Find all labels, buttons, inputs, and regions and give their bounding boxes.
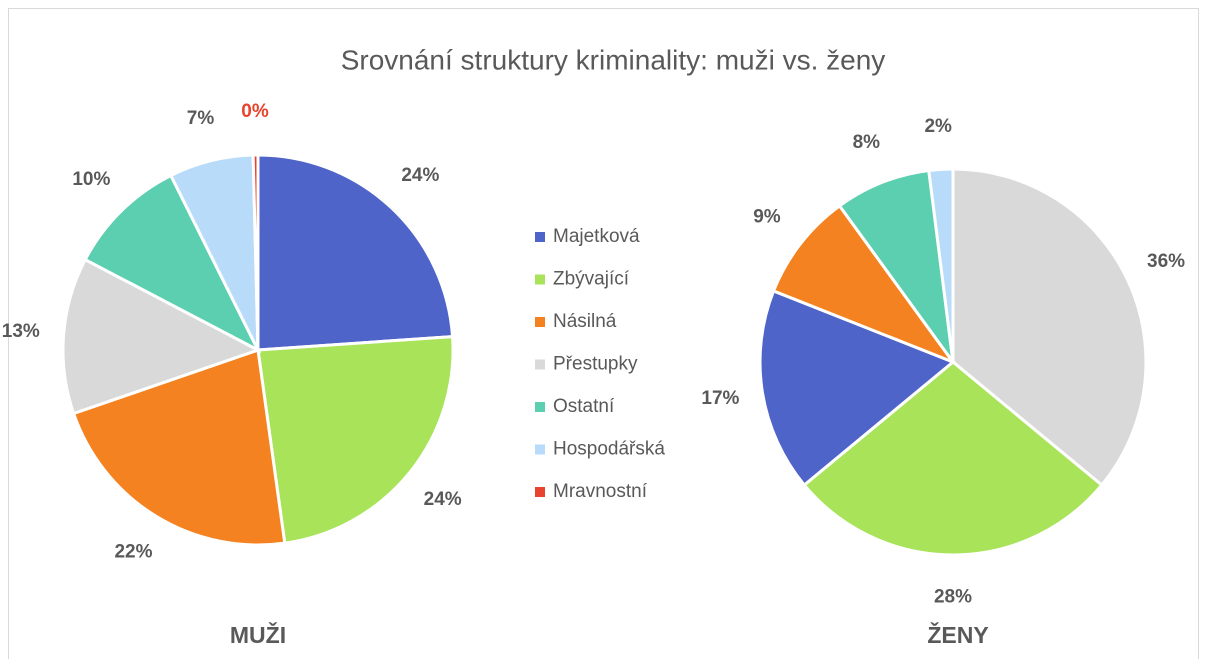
value-label: 17% [701, 388, 739, 409]
pie-slice [951, 167, 1148, 488]
legend-label: Hospodářská [553, 439, 665, 460]
legend-label: Majetková [553, 226, 640, 247]
value-label: 36% [1147, 251, 1185, 272]
pie-slice [251, 153, 260, 351]
legend-swatch [535, 232, 545, 242]
pie-slice [771, 203, 958, 366]
value-label: 2% [924, 116, 952, 137]
legend-swatch [535, 487, 545, 497]
pie-slice [837, 168, 955, 363]
legend-label: Zbývající [553, 269, 630, 290]
value-label: 28% [934, 586, 972, 607]
value-label: 10% [72, 169, 110, 190]
value-label: 13% [2, 321, 40, 342]
legend-swatch [535, 402, 545, 412]
pie-slice [927, 167, 955, 363]
value-label: 24% [401, 165, 439, 186]
pie-title: ŽENY [927, 621, 988, 648]
pie-slice [83, 173, 262, 354]
legend-swatch [535, 274, 545, 285]
pie-slice [758, 289, 956, 488]
pie-slice [802, 360, 1104, 557]
pie-slice [256, 153, 455, 352]
pie-slice [61, 257, 262, 416]
legend-swatch [535, 444, 545, 455]
legend-label: Násilná [553, 311, 617, 332]
value-label: 22% [114, 542, 152, 563]
pie-title: MUŽI [230, 621, 286, 648]
legend-swatch [535, 359, 545, 370]
legend-label: Přestupky [553, 354, 638, 375]
pie-slice [71, 347, 287, 547]
value-label: 0% [241, 101, 269, 122]
value-label: 24% [424, 489, 462, 510]
value-label: 7% [187, 108, 215, 129]
pie-slice [256, 334, 455, 545]
legend-label: Ostatní [553, 396, 615, 417]
value-label: 9% [753, 207, 781, 228]
value-label: 8% [853, 132, 881, 153]
chart-title: Srovnání struktury kriminality: muži vs.… [341, 44, 886, 75]
legend-label: Mravnostní [553, 481, 648, 502]
legend-swatch [535, 317, 545, 327]
